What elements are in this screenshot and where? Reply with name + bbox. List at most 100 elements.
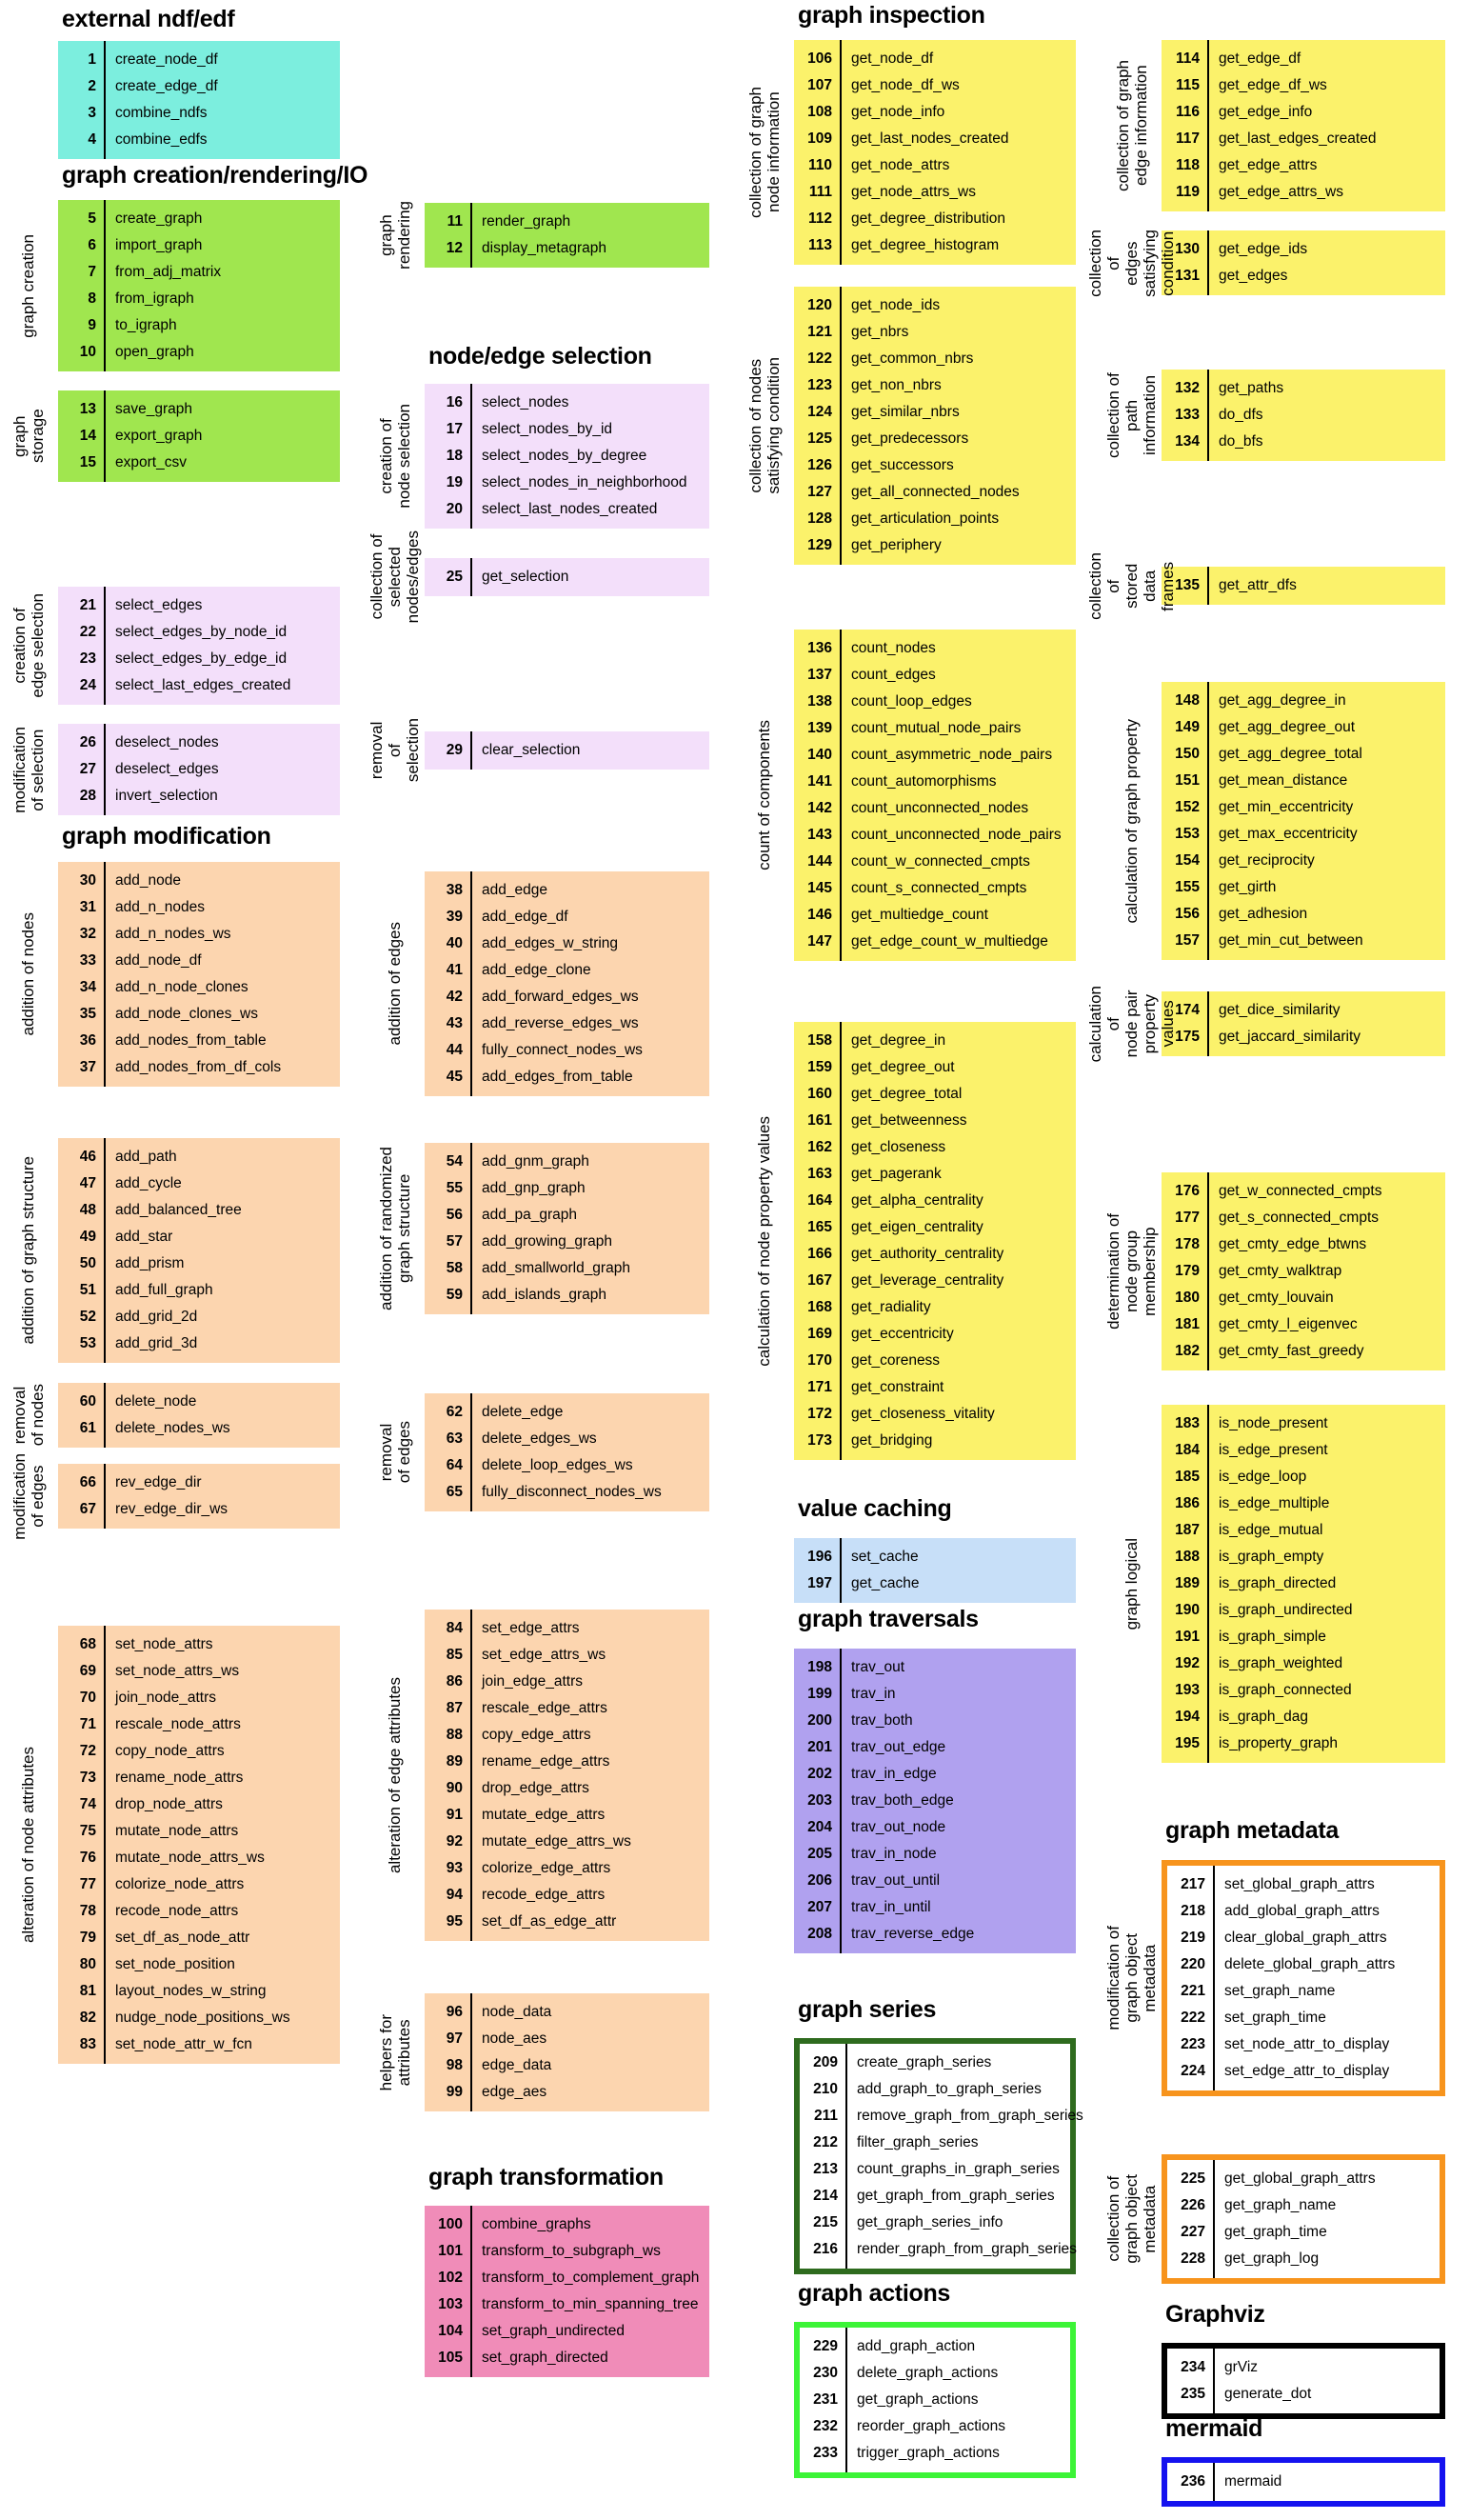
function-number: 88 [446, 1727, 463, 1743]
group-label-text: addition of randomized graph structure [376, 1146, 413, 1310]
group-label-modification-of-selection: modification of selection [1, 724, 56, 815]
function-number: 153 [1175, 826, 1200, 842]
function-name: add_edge [482, 882, 547, 898]
block-alteration-of-node-attributes: 68 set_node_attrs 69 set_node_attrs_ws 70 joi… [58, 1626, 340, 2064]
function-number: 235 [1181, 2386, 1205, 2402]
function-name: add_n_node_clones [115, 979, 248, 995]
function-number: 178 [1175, 1236, 1200, 1252]
function-name: set_node_attr_to_display [1224, 2036, 1390, 2052]
group-label-addition-of-randomized-graph-structure: addition of randomized graph structure [368, 1143, 423, 1314]
function-row: 197 get_cache [794, 1570, 1076, 1597]
function-row: 87 rescale_edge_attrs [425, 1695, 709, 1722]
function-name: mutate_edge_attrs [482, 1807, 606, 1823]
function-name: get_cmty_l_eigenvec [1219, 1316, 1358, 1332]
function-row: 88 copy_edge_attrs [425, 1722, 709, 1749]
function-name: add_graph_to_graph_series [857, 2081, 1042, 2097]
function-number: 96 [446, 2004, 463, 2020]
group-label-text: collection of graph node information [745, 87, 783, 218]
function-number: 125 [807, 430, 832, 447]
function-row: 89 rename_edge_attrs [425, 1749, 709, 1775]
function-number: 55 [446, 1180, 463, 1196]
function-number: 14 [79, 428, 96, 444]
function-name: get_cmty_louvain [1219, 1290, 1334, 1306]
function-row: 141 count_automorphisms [794, 769, 1076, 795]
group-label-text: collection of edges satisfying condition [1086, 229, 1178, 297]
function-row: 194 is_graph_dag [1162, 1704, 1445, 1730]
function-row: 203 trav_both_edge [794, 1788, 1076, 1814]
group-label-text: collection of nodes satisfying condition [745, 357, 783, 494]
function-number: 21 [79, 597, 96, 613]
function-name: add_edge_clone [482, 962, 591, 978]
function-row: 219 clear_global_graph_attrs [1167, 1925, 1440, 1951]
function-number: 117 [1175, 130, 1200, 147]
function-name: get_all_connected_nodes [851, 484, 1020, 500]
function-number: 15 [79, 454, 96, 470]
function-number: 159 [807, 1059, 832, 1075]
function-name: mermaid [1224, 2473, 1282, 2490]
group-label-calculation-of-node-pair-property-values: calculation of node pair property values [1086, 986, 1177, 1062]
function-row: 107 get_node_df_ws [794, 72, 1076, 99]
function-name: mutate_edge_attrs_ws [482, 1833, 631, 1850]
function-row: 42 add_forward_edges_ws [425, 984, 709, 1010]
function-number: 200 [807, 1712, 832, 1729]
function-number: 223 [1181, 2036, 1205, 2052]
function-name: delete_edge [482, 1404, 564, 1420]
function-number: 144 [807, 853, 832, 870]
function-number: 25 [446, 569, 463, 585]
function-row: 116 get_edge_info [1162, 99, 1445, 126]
function-row: 199 trav_in [794, 1681, 1076, 1708]
function-row: 81 layout_nodes_w_string [58, 1978, 340, 2005]
function-row: 60 delete_node [58, 1389, 340, 1415]
function-number: 188 [1175, 1549, 1200, 1565]
function-row: 108 get_node_info [794, 99, 1076, 126]
function-name: do_bfs [1219, 433, 1263, 450]
function-name: get_min_eccentricity [1219, 799, 1354, 815]
function-row: 225 get_global_graph_attrs [1167, 2166, 1440, 2192]
function-name: set_node_attrs [115, 1636, 213, 1652]
function-row: 209 create_graph_series [800, 2050, 1070, 2076]
function-name: get_edge_attrs [1219, 157, 1318, 173]
group-label-text: helpers for attributes [376, 2013, 413, 2091]
function-number: 29 [446, 742, 463, 758]
function-name: display_metagraph [482, 240, 606, 256]
function-row: 184 is_edge_present [1162, 1437, 1445, 1464]
function-name: trav_both_edge [851, 1792, 954, 1809]
function-number: 214 [813, 2188, 838, 2204]
function-name: set_cache [851, 1549, 919, 1565]
function-name: combine_edfs [115, 131, 208, 148]
block-graph-actions: 229 add_graph_action 230 delete_graph_actio… [794, 2322, 1076, 2478]
block-graph-traversals: 198 trav_out 199 trav_in 200 trav_both 201 trav… [794, 1649, 1076, 1953]
function-row: 86 join_edge_attrs [425, 1669, 709, 1695]
group-label-collection-of-graph-edge-information: collection of graph edge information [1104, 40, 1160, 211]
function-row: 41 add_edge_clone [425, 957, 709, 984]
function-number: 156 [1175, 906, 1200, 922]
section-title-external-ndf-edf: external ndf/edf [62, 6, 235, 32]
function-number: 9 [88, 317, 96, 333]
group-label-graph-creation: graph creation [1, 200, 56, 371]
group-label-count-of-components: count of components [737, 630, 792, 961]
function-name: select_edges_by_edge_id [115, 650, 288, 667]
function-name: grViz [1224, 2359, 1259, 2375]
function-number: 158 [807, 1032, 832, 1049]
group-label-text: removal of selection [368, 718, 423, 783]
function-row: 113 get_degree_histogram [794, 232, 1076, 259]
function-number: 231 [813, 2391, 838, 2408]
function-number: 127 [807, 484, 832, 500]
function-row: 74 drop_node_attrs [58, 1791, 340, 1818]
function-name: select_last_edges_created [115, 677, 291, 693]
function-row: 80 set_node_position [58, 1951, 340, 1978]
function-number: 59 [446, 1287, 463, 1303]
function-row: 2 create_edge_df [58, 73, 340, 100]
function-name: get_node_attrs [851, 157, 950, 173]
function-row: 29 clear_selection [425, 737, 709, 764]
function-number: 73 [79, 1770, 96, 1786]
function-row: 196 set_cache [794, 1544, 1076, 1570]
function-name: import_graph [115, 237, 203, 253]
function-name: get_periphery [851, 537, 942, 553]
function-row: 220 delete_global_graph_attrs [1167, 1951, 1440, 1978]
block-collection-of-path-information: 132 get_paths 133 do_dfs 134 do_bfs [1162, 370, 1445, 461]
function-number: 97 [446, 2030, 463, 2047]
section-title-mermaid: mermaid [1165, 2415, 1263, 2442]
function-name: select_edges_by_node_id [115, 624, 288, 640]
